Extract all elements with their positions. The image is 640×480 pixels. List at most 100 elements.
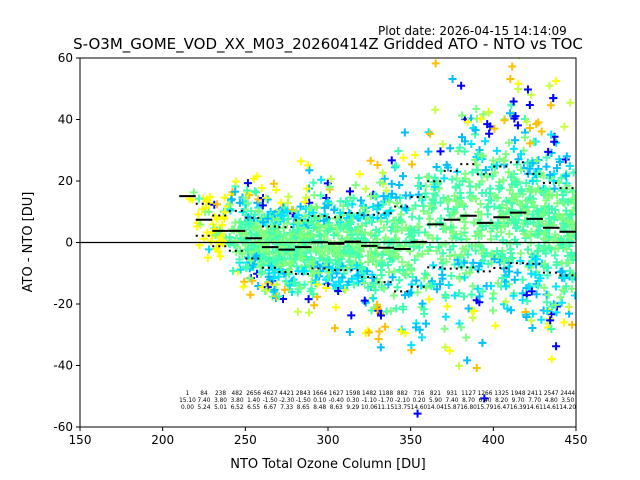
- bin-label: 13.75: [394, 405, 411, 411]
- scatter-point: [359, 235, 368, 244]
- bin-label: 14.61: [543, 405, 560, 411]
- scatter-point: [218, 237, 227, 246]
- scatter-point: [504, 138, 513, 147]
- bin-label: 4421: [279, 391, 294, 397]
- scatter-point: [468, 282, 477, 291]
- scatter-point: [291, 279, 300, 288]
- bin-label: 1598: [345, 391, 360, 397]
- scatter-point: [213, 200, 222, 209]
- scatter-point: [381, 322, 390, 331]
- scatter-point: [516, 150, 525, 159]
- chart-title: S-O3M_GOME_VOD_XX_M03_20260414Z Gridded …: [73, 35, 583, 54]
- scatter-point: [235, 198, 244, 207]
- scatter-point: [542, 298, 551, 307]
- scatter-point: [528, 185, 537, 194]
- scatter-point: [541, 249, 550, 258]
- scatter-point: [513, 268, 522, 277]
- scatter-point: [334, 286, 343, 295]
- scatter-point: [467, 263, 476, 272]
- scatter-point: [272, 280, 281, 289]
- scatter-point: [545, 232, 554, 241]
- scatter-point: [254, 195, 263, 204]
- scatter-point: [446, 245, 455, 254]
- scatter-point: [258, 201, 267, 210]
- scatter-point: [189, 188, 198, 197]
- scatter-point: [513, 222, 522, 231]
- scatter-point: [510, 275, 519, 284]
- scatter-point: [415, 214, 424, 223]
- scatter-point: [398, 258, 407, 267]
- scatter-point: [506, 306, 515, 315]
- bin-label: 3.50: [561, 398, 574, 404]
- bin-label: 2444: [560, 391, 575, 397]
- scatter-point: [523, 207, 532, 216]
- scatter-point: [332, 214, 341, 223]
- scatter-point: [498, 273, 507, 282]
- bin-label: 8.65: [297, 405, 310, 411]
- bin-label: 821: [430, 391, 441, 397]
- scatter-point: [417, 281, 426, 290]
- scatter-point: [550, 137, 559, 146]
- scatter-point: [303, 161, 312, 170]
- scatter-point: [377, 266, 386, 275]
- scatter-point: [489, 156, 498, 165]
- scatter-point: [571, 199, 576, 208]
- scatter-point: [438, 249, 447, 258]
- bin-label: 1627: [329, 391, 344, 397]
- scatter-point: [324, 197, 333, 206]
- scatter-point: [309, 260, 318, 269]
- scatter-point: [424, 147, 433, 156]
- scatter-point: [246, 290, 255, 299]
- scatter-point: [394, 147, 403, 156]
- scatter-point: [552, 76, 561, 85]
- bin-label: 2656: [246, 391, 261, 397]
- scatter-point: [442, 160, 451, 169]
- scatter-point: [441, 239, 450, 248]
- scatter-point: [557, 186, 566, 195]
- scatter-point: [392, 246, 401, 255]
- scatter-point: [514, 155, 523, 164]
- scatter-point: [558, 285, 567, 294]
- scatter-point: [351, 181, 360, 190]
- scatter-point: [525, 260, 534, 269]
- scatter-point: [449, 205, 458, 214]
- scatter-point: [430, 182, 439, 191]
- scatter-point: [552, 164, 561, 173]
- scatter-point: [305, 166, 314, 175]
- scatter-point: [361, 228, 370, 237]
- bin-label: 931: [446, 391, 457, 397]
- scatter-point: [384, 280, 393, 289]
- scatter-point: [296, 157, 305, 166]
- scatter-point: [432, 163, 441, 172]
- bin-label: 3.80: [231, 398, 244, 404]
- scatter-point: [368, 274, 377, 283]
- bin-label: 1127: [461, 391, 476, 397]
- scatter-point: [540, 283, 549, 292]
- scatter-point: [274, 272, 283, 281]
- scatter-point: [460, 273, 469, 282]
- scatter-point: [340, 247, 349, 256]
- scatter-point: [264, 272, 273, 281]
- scatter-point: [343, 263, 352, 272]
- scatter-point: [324, 246, 333, 255]
- scatter-point: [286, 230, 295, 239]
- scatter-point: [527, 269, 536, 278]
- scatter-point: [428, 234, 437, 243]
- scatter-point: [411, 201, 420, 210]
- scatter-point: [546, 101, 555, 110]
- scatter-point: [458, 244, 467, 253]
- scatter-point: [369, 294, 378, 303]
- scatter-point: [330, 324, 339, 333]
- bin-label: 0.20: [412, 398, 425, 404]
- scatter-point: [329, 231, 338, 240]
- scatter-point: [469, 258, 478, 267]
- scatter-point: [205, 245, 214, 254]
- scatter-point: [495, 203, 504, 212]
- scatter-point: [297, 253, 306, 262]
- scatter-point: [532, 255, 541, 264]
- scatter-point: [507, 173, 516, 182]
- scatter-point: [303, 184, 312, 193]
- bin-label: 14.04: [427, 405, 444, 411]
- scatter-point: [317, 248, 326, 257]
- scatter-point: [291, 255, 300, 264]
